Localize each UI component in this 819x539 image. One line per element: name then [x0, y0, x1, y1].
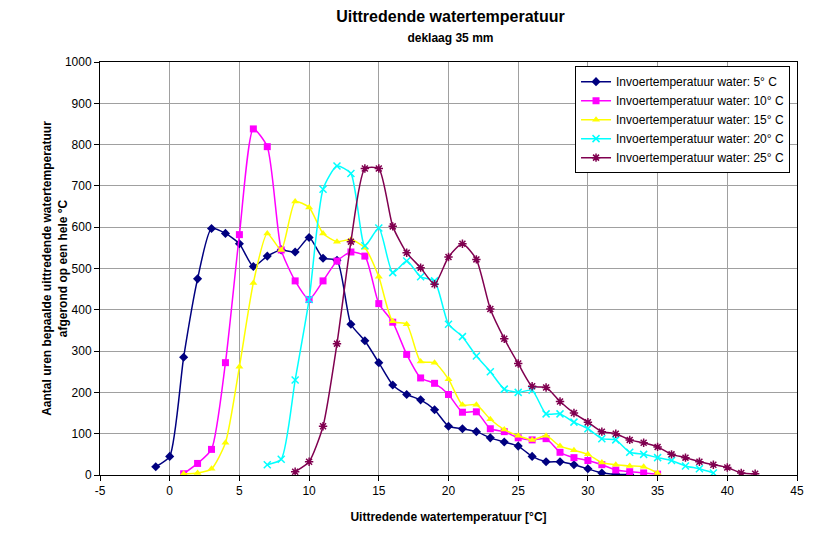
svg-text:Uittredende watertemperatuurde: Uittredende watertemperatuurdeklaag 35 m… — [336, 8, 565, 46]
svg-text:0: 0 — [85, 468, 92, 482]
svg-text:20: 20 — [442, 484, 456, 498]
svg-text:Invoertemperatuur water: 25° C: Invoertemperatuur water: 25° C — [616, 151, 784, 165]
svg-text:-5: -5 — [95, 484, 106, 498]
svg-text:Invoertemperatuur water: 15° C: Invoertemperatuur water: 15° C — [616, 113, 784, 127]
svg-text:40: 40 — [721, 484, 735, 498]
svg-text:600: 600 — [72, 220, 92, 234]
svg-text:200: 200 — [72, 386, 92, 400]
svg-text:10: 10 — [302, 484, 316, 498]
svg-text:100: 100 — [72, 427, 92, 441]
svg-text:1000: 1000 — [65, 55, 92, 69]
svg-text:800: 800 — [72, 138, 92, 152]
svg-text:Invoertemperatuur water: 5° C: Invoertemperatuur water: 5° C — [616, 75, 777, 89]
svg-text:Invoertemperatuur water: 20° C: Invoertemperatuur water: 20° C — [616, 132, 784, 146]
svg-text:Uittredende watertemperatuur [: Uittredende watertemperatuur [°C] — [350, 510, 546, 524]
svg-text:Invoertemperatuur water: 10° C: Invoertemperatuur water: 10° C — [616, 94, 784, 108]
svg-text:25: 25 — [512, 484, 526, 498]
svg-text:0: 0 — [166, 484, 173, 498]
svg-text:45: 45 — [790, 484, 804, 498]
svg-text:700: 700 — [72, 179, 92, 193]
svg-text:30: 30 — [581, 484, 595, 498]
svg-text:400: 400 — [72, 303, 92, 317]
svg-text:900: 900 — [72, 97, 92, 111]
svg-text:15: 15 — [372, 484, 386, 498]
svg-text:5: 5 — [236, 484, 243, 498]
svg-text:500: 500 — [72, 262, 92, 276]
svg-text:Aantal uren bepaalde uittreden: Aantal uren bepaalde uittredende waterte… — [40, 121, 70, 416]
svg-text:35: 35 — [651, 484, 665, 498]
svg-text:300: 300 — [72, 344, 92, 358]
